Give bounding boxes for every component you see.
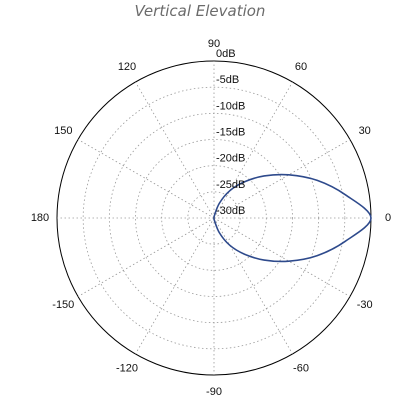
angle-tick-label: 60	[295, 61, 307, 73]
radial-tick-label: -30dB	[216, 205, 245, 217]
grid-ring	[187, 191, 241, 245]
series-line	[213, 173, 372, 263]
radial-tick-label: -15dB	[216, 127, 245, 139]
angle-tick-label: -60	[293, 363, 309, 375]
labels: 90 60 30 0 -30 -60 -90 -120 -150 180 150 120 0dB -5dB…	[31, 38, 391, 398]
chart-title: Vertical Elevation	[134, 2, 266, 20]
grid-spoke	[213, 217, 293, 355]
angle-tick-label: 0	[385, 212, 391, 224]
grid-spoke	[77, 139, 215, 219]
angle-tick-label: 120	[118, 61, 136, 73]
angle-tick-label: -90	[206, 386, 222, 398]
angle-tick-label: -150	[52, 299, 74, 311]
radial-tick-label: -20dB	[216, 153, 245, 165]
grid-ring	[82, 86, 346, 350]
angle-tick-label: 150	[54, 125, 72, 137]
radial-tick-label: -5dB	[216, 74, 239, 86]
grid-ring	[135, 139, 293, 297]
angle-tick-label: 90	[208, 38, 220, 50]
radial-tick-label: -25dB	[216, 179, 245, 191]
radial-tick-label: -10dB	[216, 100, 245, 112]
angle-tick-label: 180	[31, 212, 49, 224]
radial-tick-label: 0dB	[216, 48, 236, 60]
angle-tick-label: -30	[357, 299, 373, 311]
angle-tick-label: -120	[116, 363, 138, 375]
series-layer	[213, 173, 372, 263]
angle-tick-label: 30	[359, 125, 371, 137]
